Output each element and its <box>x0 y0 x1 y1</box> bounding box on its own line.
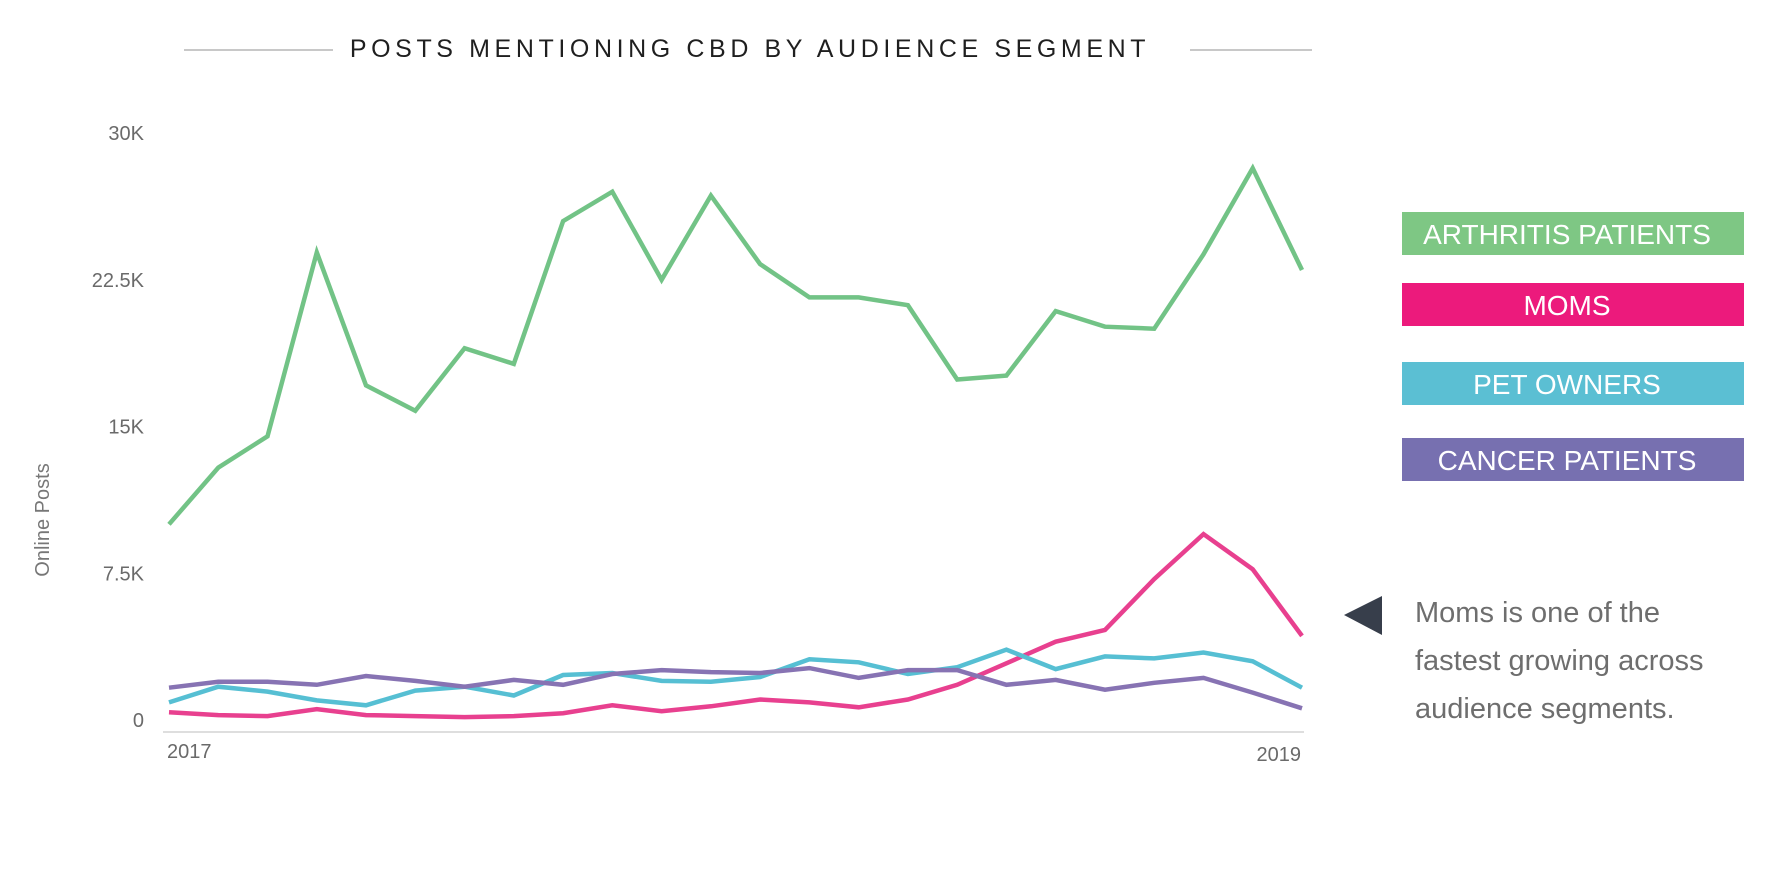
y-tick-label: 7.5K <box>103 563 145 585</box>
legend-swatch <box>1402 283 1744 326</box>
annotation-line-2: fastest growing across <box>1415 645 1704 677</box>
legend-swatch <box>1402 438 1744 481</box>
legend-label: MOMS <box>1523 290 1610 321</box>
series-line-arthritis-patients <box>167 163 1305 526</box>
legend-label: CANCER PATIENTS <box>1438 445 1697 476</box>
legend: ARTHRITIS PATIENTS MOMS PET OWNERS CANCER P… <box>1402 212 1744 481</box>
legend-swatch <box>1402 212 1744 255</box>
annotation-line-3: audience segments. <box>1415 693 1675 725</box>
x-tick-label-end: 2019 <box>1257 744 1302 766</box>
annotation: Moms is one of the fastest growing acros… <box>1344 596 1704 725</box>
annotation-pointer-icon <box>1344 596 1382 635</box>
chart-title: POSTS MENTIONING CBD BY AUDIENCE SEGMENT <box>350 35 1150 63</box>
y-tick-label: 30K <box>108 123 144 145</box>
series-line-pet-owners <box>168 647 1304 708</box>
x-tick-label-start: 2017 <box>167 741 212 763</box>
series-line-cancer-patients <box>168 665 1303 711</box>
y-axis-label: Online Posts <box>32 463 54 576</box>
legend-label: PET OWNERS <box>1473 369 1661 400</box>
y-tick-label: 0 <box>133 710 144 732</box>
y-tick-label: 22.5K <box>92 270 145 292</box>
legend-swatch <box>1402 362 1744 405</box>
annotation-line-1: Moms is one of the <box>1415 597 1660 629</box>
series-group <box>167 163 1305 720</box>
legend-item-moms: MOMS <box>1402 283 1744 326</box>
chart-title-group: POSTS MENTIONING CBD BY AUDIENCE SEGMENT <box>184 35 1312 63</box>
y-axis-ticks: 0 7.5K 15K 22.5K 30K <box>92 123 145 732</box>
y-tick-label: 15K <box>108 417 144 439</box>
legend-item-arthritis-patients: ARTHRITIS PATIENTS <box>1402 212 1744 255</box>
legend-item-cancer-patients: CANCER PATIENTS <box>1402 438 1744 481</box>
series-line-moms <box>168 531 1304 720</box>
legend-label: ARTHRITIS PATIENTS <box>1423 219 1711 250</box>
legend-item-pet-owners: PET OWNERS <box>1402 362 1744 405</box>
